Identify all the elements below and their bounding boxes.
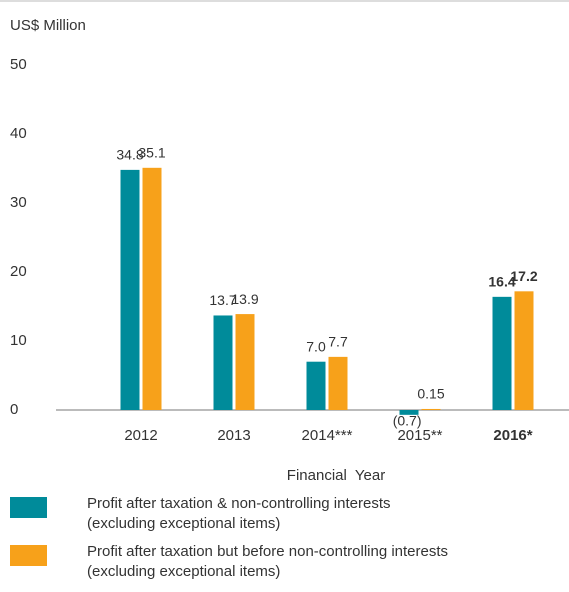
value-label: 17.2 <box>510 268 537 284</box>
legend-swatch <box>10 497 47 518</box>
value-label: 16.4 <box>488 274 515 290</box>
value-label: 13.7 <box>209 292 236 308</box>
bar <box>399 410 419 415</box>
legend-label: Profit after taxation & non-controlling … <box>87 495 391 532</box>
x-tick-label: 2013 <box>217 427 250 444</box>
legend-swatch <box>10 545 47 566</box>
x-tick-label: 2015** <box>397 427 442 444</box>
bar <box>421 408 441 410</box>
value-label: 13.9 <box>231 291 258 307</box>
y-tick-label: 30 <box>10 194 27 211</box>
bar <box>235 314 255 410</box>
bar <box>328 356 348 410</box>
y-tick-label: 50 <box>10 56 27 73</box>
value-label: 7.0 <box>306 338 326 354</box>
legend-label: Profit after taxation but before non-con… <box>87 543 449 580</box>
x-tick-label: 2016* <box>493 427 532 444</box>
bar <box>142 167 162 410</box>
bar <box>514 291 534 410</box>
value-label: 7.7 <box>328 334 348 350</box>
x-tick-label: 2014*** <box>302 427 353 444</box>
y-tick-label: 40 <box>10 125 27 142</box>
x-axis-title: Financial Year <box>287 467 385 484</box>
value-label: 35.1 <box>138 145 165 161</box>
value-label: 0.15 <box>417 386 444 402</box>
x-tick-label: 2012 <box>124 427 157 444</box>
y-axis-title: US$ Million <box>10 17 86 34</box>
y-tick-label: 20 <box>10 263 27 280</box>
y-tick-label: 0 <box>10 401 18 418</box>
bar <box>492 296 512 410</box>
bar <box>120 169 140 410</box>
value-label: (0.7) <box>393 413 422 429</box>
y-tick-label: 10 <box>10 332 27 349</box>
bar <box>306 361 326 410</box>
value-label: 34.8 <box>116 147 143 163</box>
bar <box>213 315 233 410</box>
